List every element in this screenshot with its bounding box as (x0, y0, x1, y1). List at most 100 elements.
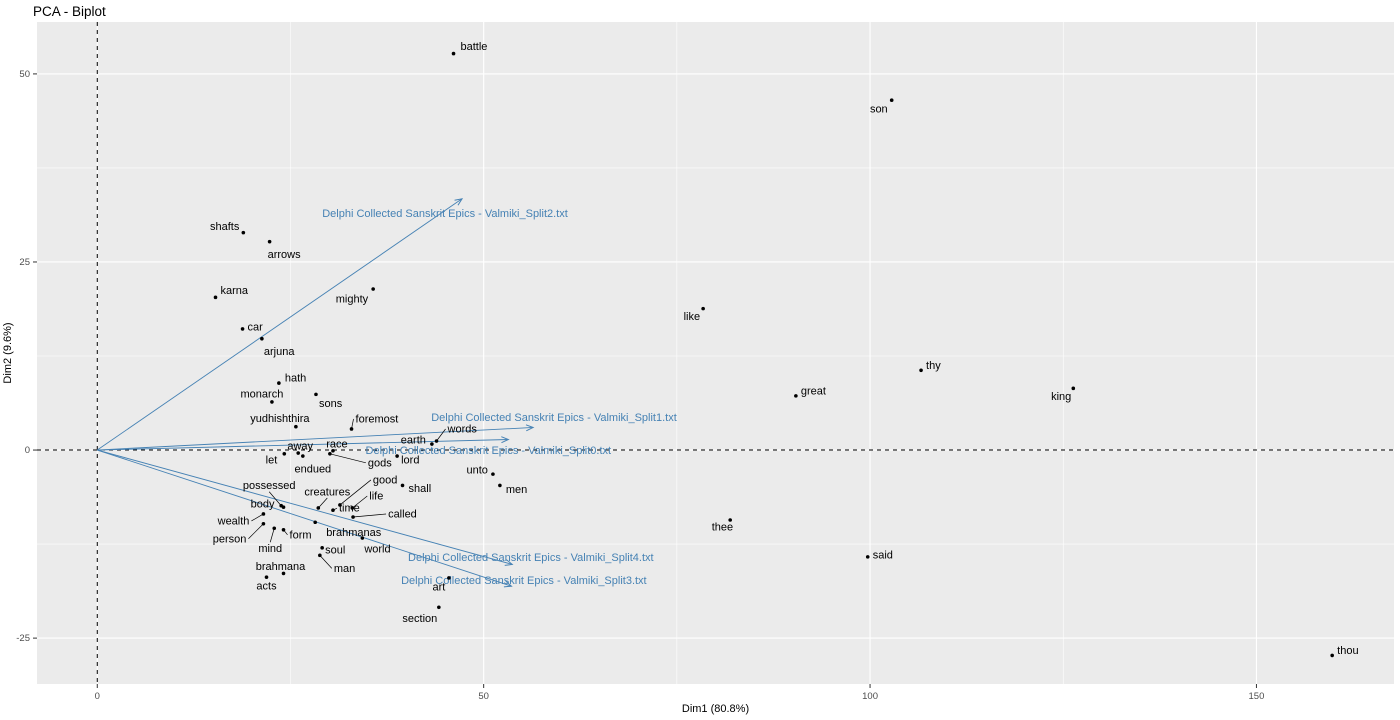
data-point (349, 427, 354, 431)
point-label: brahmana (256, 561, 306, 573)
data-point (267, 239, 272, 244)
point-label: car (248, 321, 264, 333)
x-tick-label: 150 (1249, 691, 1265, 702)
axis-tick-labels: 0 50 100 150 -25 0 25 50 (16, 69, 1264, 702)
data-point (240, 327, 245, 331)
point-label: possessed (243, 480, 296, 492)
point-label: thee (712, 522, 733, 534)
loading-arrow-label: Delphi Collected Sanskrit Epics - Valmik… (408, 552, 654, 564)
minor-gridlines (37, 22, 1394, 684)
data-point (498, 483, 502, 488)
point-label: race (326, 438, 347, 450)
data-point (451, 51, 456, 56)
loading-arrow (97, 436, 510, 451)
data-point (282, 452, 287, 456)
loading-arrow-label: Delphi Collected Sanskrit Epics - Valmik… (431, 412, 677, 424)
y-axis-title: Dim2 (9.6%) (2, 322, 14, 383)
point-label: wealth (217, 515, 250, 527)
data-point (272, 526, 277, 531)
data-point (437, 605, 441, 610)
point-label: words (447, 424, 478, 436)
loading-arrow (97, 424, 535, 451)
loading-arrow-label: Delphi Collected Sanskrit Epics - Valmik… (322, 208, 568, 220)
point-label: mighty (336, 294, 369, 306)
point-label: body (251, 499, 275, 511)
data-point (314, 392, 318, 397)
point-label: away (287, 441, 313, 453)
data-point (301, 454, 305, 458)
data-point (331, 508, 335, 513)
point-label: hath (285, 373, 306, 385)
data-point (350, 506, 355, 510)
loading-arrow (97, 449, 514, 566)
data-point (260, 336, 264, 341)
data-point (1071, 386, 1076, 391)
data-point (264, 575, 269, 579)
point-label: battle (461, 41, 488, 53)
loading-arrow (97, 198, 464, 451)
x-tick-label: 100 (862, 691, 878, 702)
point-label: acts (256, 581, 277, 593)
point-label: earth (401, 435, 426, 447)
point-label: time (339, 503, 360, 515)
point-label: endued (294, 464, 331, 476)
data-point (351, 515, 355, 519)
data-point (270, 400, 274, 404)
x-tick-label: 50 (478, 691, 489, 702)
point-label: unto (467, 465, 488, 477)
loading-arrow-label: Delphi Collected Sanskrit Epics - Valmik… (366, 445, 612, 457)
data-point (360, 536, 365, 540)
data-point (491, 472, 495, 476)
point-label: let (266, 454, 278, 466)
x-tick-label: 0 (95, 691, 100, 702)
data-point (434, 439, 439, 443)
data-point (400, 483, 405, 488)
point-label: yudhishthira (250, 413, 310, 425)
point-label: like (684, 311, 701, 323)
data-point (320, 546, 324, 550)
data-point (331, 448, 335, 453)
point-label: called (388, 508, 417, 520)
data-point (316, 506, 321, 510)
point-label: creatures (304, 486, 350, 498)
chart-title: PCA - Biplot (33, 4, 106, 19)
data-point (294, 424, 298, 429)
point-label: world (363, 544, 390, 556)
loading-arrow (97, 449, 513, 588)
data-point (728, 518, 732, 522)
data-point (447, 576, 451, 580)
data-point (281, 527, 286, 532)
data-point (701, 306, 705, 311)
plot-panel (37, 22, 1394, 684)
point-label: form (290, 529, 312, 541)
point-label: section (402, 613, 437, 625)
point-label: men (506, 484, 527, 496)
point-label: sons (319, 398, 343, 410)
point-label: monarch (241, 388, 284, 400)
point-label: arrows (268, 249, 302, 261)
data-point (313, 520, 318, 525)
point-label: life (369, 490, 383, 502)
point-label: thy (926, 360, 941, 372)
data-point (338, 503, 342, 507)
data-point (371, 287, 375, 291)
point-label: son (870, 104, 888, 116)
data-point (241, 230, 246, 235)
y-tick-label: 0 (25, 445, 30, 456)
loading-arrow-labels: Delphi Collected Sanskrit Epics - Valmik… (322, 208, 677, 587)
point-label: thou (1337, 645, 1358, 657)
data-points (213, 51, 1334, 658)
data-point (919, 368, 923, 373)
point-label: good (373, 474, 397, 486)
point-label: person (213, 533, 247, 545)
point-label: said (873, 549, 893, 561)
y-tick-label: 25 (19, 257, 30, 268)
point-label: man (334, 563, 355, 575)
data-point (213, 295, 218, 300)
data-point (430, 442, 434, 446)
point-label: karna (221, 285, 249, 297)
point-label: arjuna (264, 346, 295, 358)
data-point (889, 98, 894, 103)
